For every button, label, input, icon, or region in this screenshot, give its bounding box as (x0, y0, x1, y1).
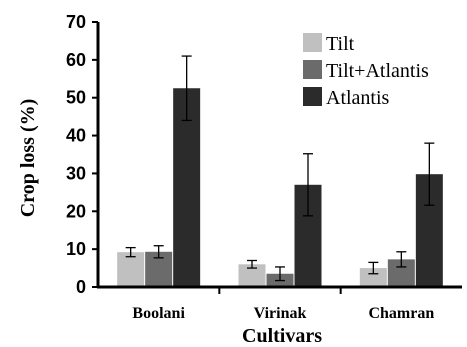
x-tick-label: Boolani (132, 305, 185, 322)
bars-layer (117, 55, 443, 287)
legend-swatch (303, 87, 322, 106)
labels-layer: 0 10 20 30 40 50 60 70 Boolani Virinak Chamran (66, 12, 434, 322)
legend-swatch (303, 60, 322, 79)
y-tick-label: 0 (76, 277, 86, 297)
bar (238, 264, 266, 287)
legend-swatch (303, 33, 322, 52)
y-tick-label: 20 (66, 201, 86, 221)
y-tick-label: 70 (66, 12, 86, 32)
y-tick-label: 10 (66, 239, 86, 259)
x-tick-label: Chamran (368, 305, 434, 322)
y-tick-label: 60 (66, 50, 86, 70)
bar (117, 252, 145, 287)
bar (173, 88, 201, 287)
bar (359, 268, 387, 287)
legend-label: Tilt (326, 33, 355, 55)
legend: Tilt Tilt+Atlantis Atlantis (303, 33, 429, 109)
y-tick-label: 30 (66, 163, 86, 183)
y-tick-label: 50 (66, 88, 86, 108)
legend-label: Tilt+Atlantis (326, 60, 429, 82)
y-tick-label: 40 (66, 126, 86, 146)
axes-layer (92, 21, 462, 294)
x-tick-label: Virinak (254, 305, 307, 322)
legend-label: Atlantis (326, 87, 390, 109)
x-axis-title: Cultivars (242, 325, 322, 347)
y-axis-title: Crop loss (%) (17, 99, 39, 218)
